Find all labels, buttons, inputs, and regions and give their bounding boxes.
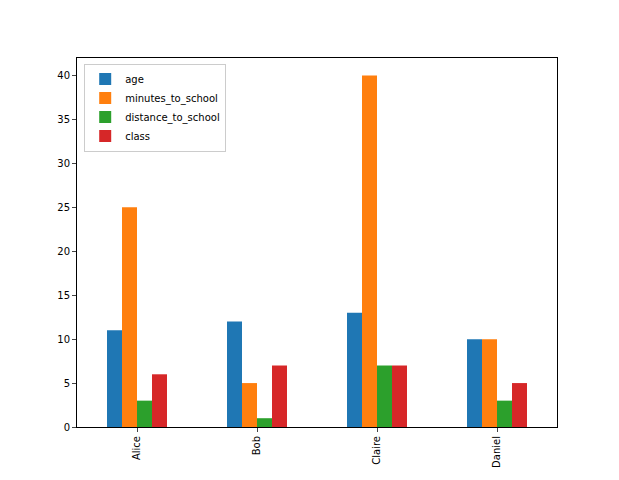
svg-text:Bob: Bob <box>251 436 262 455</box>
svg-text:40: 40 <box>57 70 70 81</box>
svg-text:Daniel: Daniel <box>491 436 502 468</box>
svg-text:age: age <box>125 74 144 85</box>
svg-text:20: 20 <box>57 246 70 257</box>
svg-text:class: class <box>125 131 150 142</box>
svg-text:Claire: Claire <box>371 436 382 465</box>
svg-text:10: 10 <box>57 334 70 345</box>
svg-text:distance_to_school: distance_to_school <box>125 112 219 124</box>
svg-text:35: 35 <box>57 114 70 125</box>
svg-text:30: 30 <box>57 158 70 169</box>
svg-text:Alice: Alice <box>131 436 142 460</box>
svg-text:25: 25 <box>57 202 70 213</box>
svg-text:0: 0 <box>64 422 70 433</box>
svg-text:minutes_to_school: minutes_to_school <box>125 93 218 105</box>
svg-text:5: 5 <box>64 378 70 389</box>
svg-text:15: 15 <box>57 290 70 301</box>
